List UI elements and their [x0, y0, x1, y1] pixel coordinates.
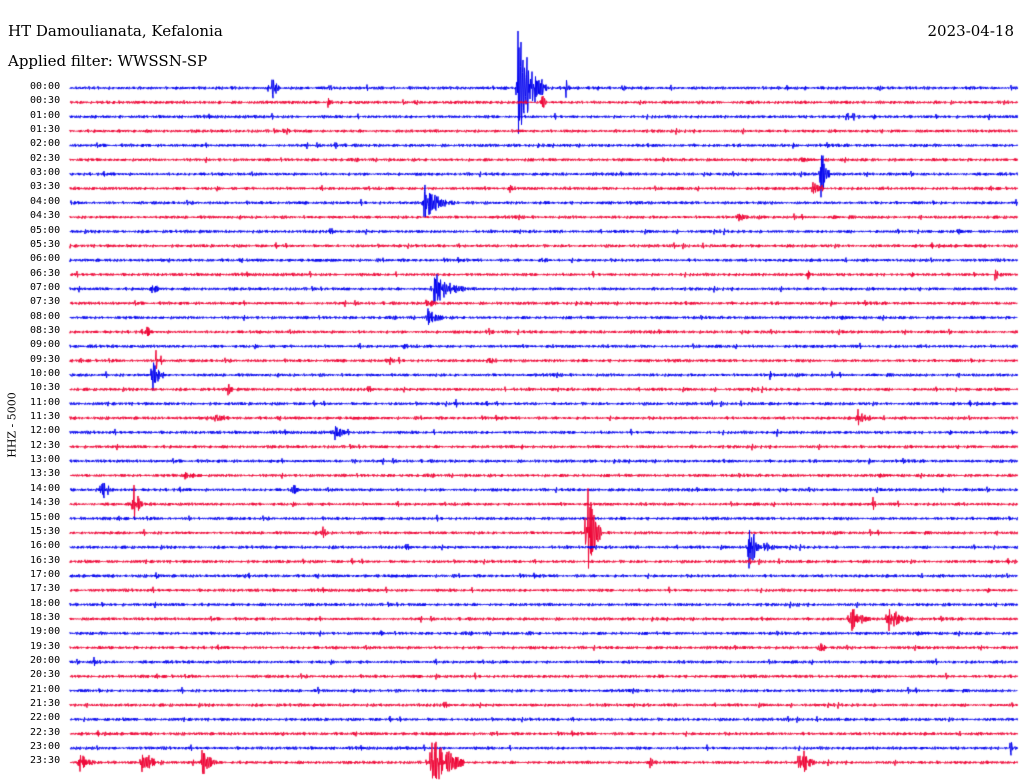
row-label-1100: 11:00	[30, 396, 61, 408]
row-label-2200: 22:00	[30, 712, 61, 724]
row-label-0430: 04:30	[30, 210, 61, 222]
row-label-1930: 19:30	[30, 640, 61, 652]
station-title: HT Damoulianata, Kefalonia	[8, 22, 223, 40]
row-label-0500: 05:00	[30, 224, 61, 236]
row-label-0930: 09:30	[30, 353, 61, 365]
row-label-1630: 16:30	[30, 554, 61, 566]
row-label-1800: 18:00	[30, 597, 61, 609]
row-label-1300: 13:00	[30, 454, 61, 466]
row-label-1830: 18:30	[30, 611, 61, 623]
row-label-1000: 10:00	[30, 368, 61, 379]
row-label-2300: 23:00	[30, 741, 61, 753]
row-label-0100: 01:00	[30, 109, 61, 121]
row-label-0130: 01:30	[30, 124, 61, 136]
row-label-2330: 23:30	[30, 755, 61, 767]
row-label-0300: 03:00	[30, 167, 61, 179]
row-label-1130: 11:30	[30, 411, 61, 423]
row-label-1200: 12:00	[30, 425, 61, 437]
row-label-0600: 06:00	[30, 253, 61, 265]
row-label-2000: 20:00	[30, 655, 61, 666]
row-label-1530: 15:30	[30, 525, 61, 537]
row-label-0830: 08:30	[30, 324, 61, 336]
row-label-1400: 14:00	[30, 482, 61, 494]
filter-label: Applied filter: WWSSN-SP	[8, 52, 208, 70]
row-label-0000: 00:00	[30, 81, 61, 92]
row-label-0400: 04:00	[30, 195, 61, 207]
row-label-2230: 22:30	[30, 726, 61, 738]
row-label-0230: 02:30	[30, 152, 61, 164]
row-label-1700: 17:00	[30, 568, 61, 580]
row-label-0530: 05:30	[30, 238, 61, 250]
row-label-0900: 09:00	[30, 339, 61, 351]
row-label-1600: 16:00	[30, 540, 61, 552]
row-label-0330: 03:30	[30, 181, 61, 193]
row-label-0700: 07:00	[30, 281, 61, 293]
row-label-0630: 06:30	[30, 267, 61, 279]
row-label-1230: 12:30	[30, 439, 61, 451]
row-label-2100: 21:00	[30, 683, 61, 695]
row-label-1730: 17:30	[30, 583, 61, 595]
row-label-1500: 15:00	[30, 511, 61, 523]
row-label-0730: 07:30	[30, 296, 61, 308]
row-label-0030: 00:30	[30, 95, 61, 107]
row-label-0800: 08:00	[30, 310, 61, 322]
row-label-1430: 14:30	[30, 497, 61, 509]
y-axis-label: HHZ - 5000	[5, 392, 19, 458]
row-label-1030: 10:30	[30, 382, 61, 394]
row-label-1900: 19:00	[30, 626, 61, 638]
row-label-1330: 13:30	[30, 468, 61, 480]
row-label-2130: 21:30	[30, 698, 61, 710]
row-label-0200: 02:00	[30, 138, 61, 150]
row-label-2030: 20:30	[30, 669, 61, 681]
date-label: 2023-04-18	[927, 22, 1014, 40]
